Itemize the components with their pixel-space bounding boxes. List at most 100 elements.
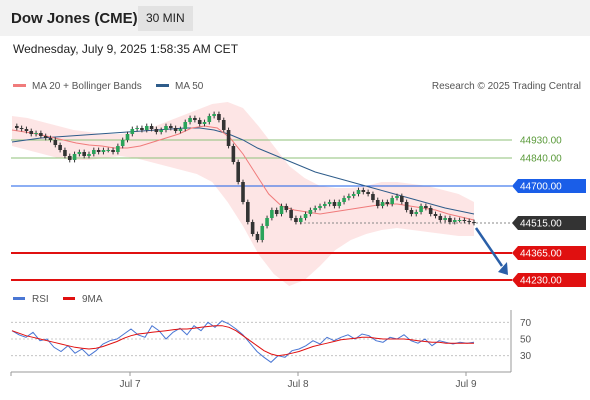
candles [15,111,476,243]
level-label-1: 44840.00 [520,154,562,165]
candle-body [385,202,390,204]
candle-body [308,210,313,214]
candle-body [241,182,245,202]
candle-body [371,194,375,200]
ma50-legend-swatch [156,84,169,87]
candle-body [298,218,303,222]
rsi-tick-30: 30 [520,351,532,362]
candle-body [246,202,250,222]
candle-body [250,222,255,234]
candle-body [178,129,183,131]
candle-body [135,128,139,129]
candle-body [289,210,293,218]
candle-body [424,206,428,208]
candle-body [452,220,457,222]
rsi-tick-70: 70 [520,318,532,329]
candle-body [67,156,72,160]
candle-body [303,214,308,218]
candle-body [270,210,274,218]
candle-body [395,196,399,198]
candle-body [438,216,443,220]
candle-body [356,190,361,194]
candle-body [472,222,476,223]
candle-body [197,120,202,124]
candle-body [212,114,216,116]
chart-header: Dow Jones (CME) 30 MIN [0,0,590,36]
candle-body [443,218,447,220]
candle-body [43,136,48,138]
candle-body [101,150,106,152]
candle-body [318,206,322,208]
candle-body [419,206,423,212]
candle-body [120,140,125,146]
candle-body [351,194,356,196]
candle-body [294,218,298,222]
candle-body [457,220,462,221]
candle-body [58,145,62,150]
candle-body [106,150,111,151]
candle-body [48,138,53,140]
candle-body [140,128,144,130]
candle-body [130,129,135,134]
candle-body [72,154,77,160]
candle-body [19,128,24,129]
candle-body [467,221,471,222]
level-tag-4 [512,246,586,260]
candle-body [116,146,120,152]
candle-body [82,152,86,156]
x-axis-ticks: Jul 7 Jul 8 Jul 9 [10,372,477,390]
candle-body [366,192,370,194]
candle-body [231,146,236,162]
candle-body [125,134,130,140]
candle-body [284,206,289,210]
candle-body [265,218,269,226]
candle-body [111,150,115,152]
candle-body [274,210,279,214]
x-tick-label: Jul 9 [455,379,477,390]
candle-body [202,122,207,124]
level-label-5: 44230.00 [520,276,562,287]
candle-body [414,212,419,214]
ma50-legend-label: MA 50 [175,81,204,92]
timeframe-button[interactable]: 30 MIN [138,6,193,31]
candle-body [375,200,380,206]
candle-body [409,210,414,214]
candle-body [53,140,58,145]
rsi-lines [11,320,475,363]
candle-body [183,122,188,129]
rsi-tick-50: 50 [520,335,532,346]
candle-body [96,150,101,152]
candle-body [207,116,212,122]
candle-body [361,190,366,192]
candle-body [226,130,231,146]
level-label-3: 44515.00 [520,219,562,230]
rsi-ma-line [11,325,474,357]
rsi-ma-legend-label: 9MA [82,294,103,305]
candle-body [448,218,452,222]
candle-body [15,126,19,128]
candle-body [193,118,197,120]
x-tick-label: Jul 7 [119,379,141,390]
candle-body [77,152,82,154]
candle-body [39,133,43,136]
ma20-line [11,125,475,221]
candle-body [462,220,467,221]
instrument-title: Dow Jones (CME) [11,10,138,27]
candle-body [332,202,337,206]
level-label-2: 44700.00 [520,182,562,193]
level-tag-2 [512,179,586,193]
level-lines [11,139,512,281]
candle-body [159,130,163,132]
candle-body [337,202,342,206]
candle-body [34,133,38,134]
candle-body [428,208,433,214]
candle-body [63,150,67,156]
level-label-4: 44365.00 [520,249,562,260]
level-tag-3 [512,216,586,230]
candle-body [255,234,260,240]
timestamp: Wednesday, July 9, 2025 1:58:35 AM CET [13,42,239,56]
candle-body [236,162,240,182]
candle-body [380,202,385,206]
level-labels: 44930.00 44840.00 44700.00 44515.00 44365.00… [512,136,586,287]
rsi-grid: 30 50 70 [11,318,532,362]
